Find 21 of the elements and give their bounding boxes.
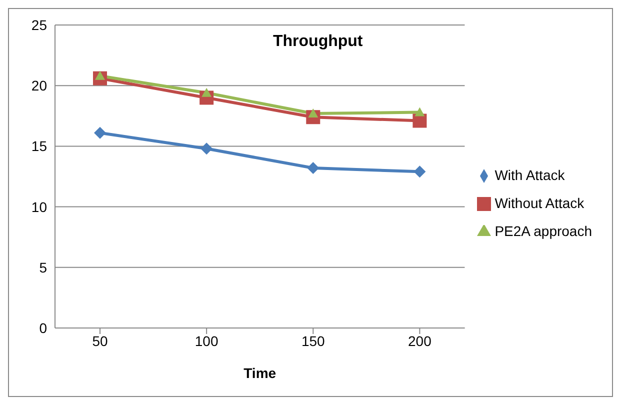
x-tick-label: 100	[194, 332, 218, 349]
x-tick-label: 50	[92, 332, 108, 349]
y-tick-label: 25	[31, 16, 48, 33]
point	[414, 166, 426, 178]
point	[94, 126, 106, 139]
y-tick-label: 20	[31, 78, 48, 94]
legend-label: Without Attack	[494, 194, 584, 210]
point	[200, 142, 213, 155]
text: Throughput	[273, 33, 363, 51]
point	[414, 107, 425, 116]
x-axis-title: Time	[244, 365, 276, 381]
y-tick-label: 15	[31, 138, 48, 154]
y-tick-label: 5	[39, 259, 48, 276]
x-tick-label: 200	[408, 332, 432, 349]
point	[307, 162, 320, 174]
legend-label: With Attack	[494, 166, 565, 182]
y-tick-label: 10	[31, 198, 48, 215]
y-tick-label: 0	[39, 320, 48, 336]
x-tick-label: 150	[301, 332, 326, 349]
legend-label: PE2A approach	[494, 222, 592, 238]
point	[202, 88, 212, 97]
